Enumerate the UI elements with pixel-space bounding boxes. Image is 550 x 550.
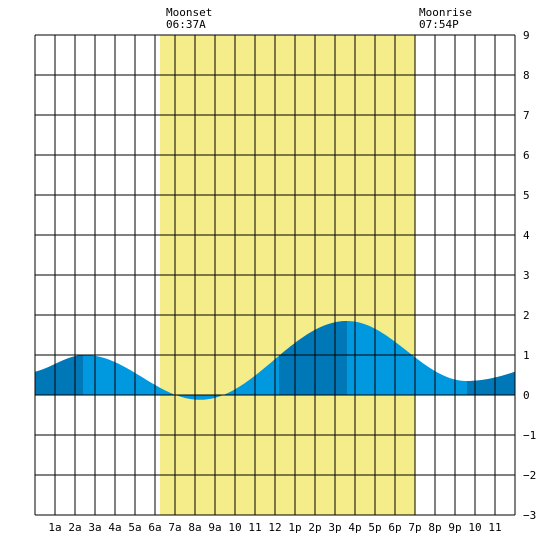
x-tick-label: 11 (488, 521, 501, 534)
x-tick-label: 1p (288, 521, 301, 534)
x-tick-label: 2p (308, 521, 321, 534)
x-tick-label: 5p (368, 521, 381, 534)
y-tick-label: 5 (523, 189, 530, 202)
moonset-time: 06:37A (166, 18, 206, 31)
moonrise-label: Moonrise (419, 6, 472, 19)
y-tick-label: −3 (523, 509, 536, 522)
tide-area-dark-2 (279, 321, 347, 395)
y-tick-label: −1 (523, 429, 536, 442)
x-tick-label: 7a (168, 521, 181, 534)
tide-area-dark-3 (467, 371, 515, 395)
x-tick-label: 1a (48, 521, 61, 534)
x-tick-label: 9p (448, 521, 461, 534)
x-tick-label: 10 (228, 521, 241, 534)
x-tick-label: 8p (428, 521, 441, 534)
x-tick-label: 5a (128, 521, 141, 534)
x-tick-label: 6p (388, 521, 401, 534)
x-tick-label: 12 (268, 521, 281, 534)
x-tick-label: 8a (188, 521, 201, 534)
x-tick-label: 4p (348, 521, 361, 534)
y-tick-label: 1 (523, 349, 530, 362)
x-tick-label: 7p (408, 521, 421, 534)
y-tick-label: 2 (523, 309, 530, 322)
x-tick-label: 6a (148, 521, 161, 534)
tide-area-dark-1 (35, 355, 83, 395)
y-tick-label: 4 (523, 229, 530, 242)
moonrise-time: 07:54P (419, 18, 459, 31)
x-tick-label: 3p (328, 521, 341, 534)
y-tick-label: 8 (523, 69, 530, 82)
x-tick-label: 2a (68, 521, 81, 534)
y-tick-label: 9 (523, 29, 530, 42)
x-tick-label: 11 (248, 521, 261, 534)
y-tick-label: 0 (523, 389, 530, 402)
x-tick-label: 3a (88, 521, 101, 534)
y-tick-label: 3 (523, 269, 530, 282)
y-tick-label: 7 (523, 109, 530, 122)
moonset-label: Moonset (166, 6, 213, 19)
x-tick-label: 9a (208, 521, 221, 534)
y-tick-label: 6 (523, 149, 530, 162)
x-tick-label: 10 (468, 521, 481, 534)
y-tick-label: −2 (523, 469, 536, 482)
x-tick-label: 4a (108, 521, 121, 534)
